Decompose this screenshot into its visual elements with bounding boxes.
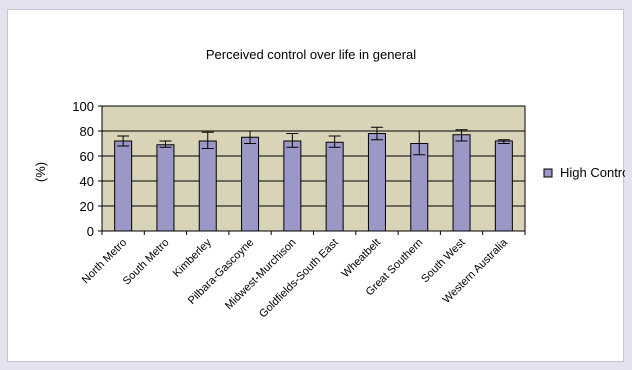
chart-frame: Perceived control over life in general (… [7, 9, 625, 362]
y-axis-title: (%) [33, 162, 48, 182]
y-tick-label: 40 [80, 174, 94, 189]
x-tick-label: Kimberley [171, 236, 214, 279]
error-bar [117, 135, 130, 147]
error-bar [413, 130, 426, 156]
axes [98, 105, 526, 235]
bar [198, 140, 217, 232]
legend-swatch [543, 168, 553, 178]
y-tick-labels: 0 20 40 60 80 100 [72, 99, 94, 239]
bar [410, 143, 429, 232]
y-tick-label: 60 [80, 149, 94, 164]
bar [283, 140, 302, 232]
error-bar [244, 130, 257, 144]
y-tick-label: 20 [80, 199, 94, 214]
y-tick-label: 0 [87, 224, 94, 239]
x-tick-label: Wheatbelt [340, 237, 384, 281]
bar [114, 140, 133, 232]
y-tick-label: 100 [72, 99, 94, 114]
x-tick-label: Goldfields-South East [257, 237, 341, 321]
error-bar [370, 126, 383, 141]
bar [494, 140, 513, 232]
error-bar [328, 135, 341, 148]
y-tick-label: 80 [80, 124, 94, 139]
error-bar [286, 133, 299, 148]
error-bar [497, 139, 510, 144]
chart-title: Perceived control over life in general [206, 47, 416, 62]
x-tick-label: Midwest-Murchison [223, 237, 298, 312]
error-bar [159, 140, 172, 148]
error-bar [455, 129, 468, 142]
legend-label: High Control [560, 165, 625, 180]
error-bars [117, 126, 510, 156]
bar [452, 134, 471, 232]
bar [325, 141, 344, 232]
chart: Perceived control over life in general (… [33, 47, 625, 320]
bar [156, 144, 175, 232]
legend: High Control [543, 165, 625, 180]
error-bar [201, 131, 214, 149]
bar [367, 133, 386, 232]
bar [241, 136, 260, 232]
